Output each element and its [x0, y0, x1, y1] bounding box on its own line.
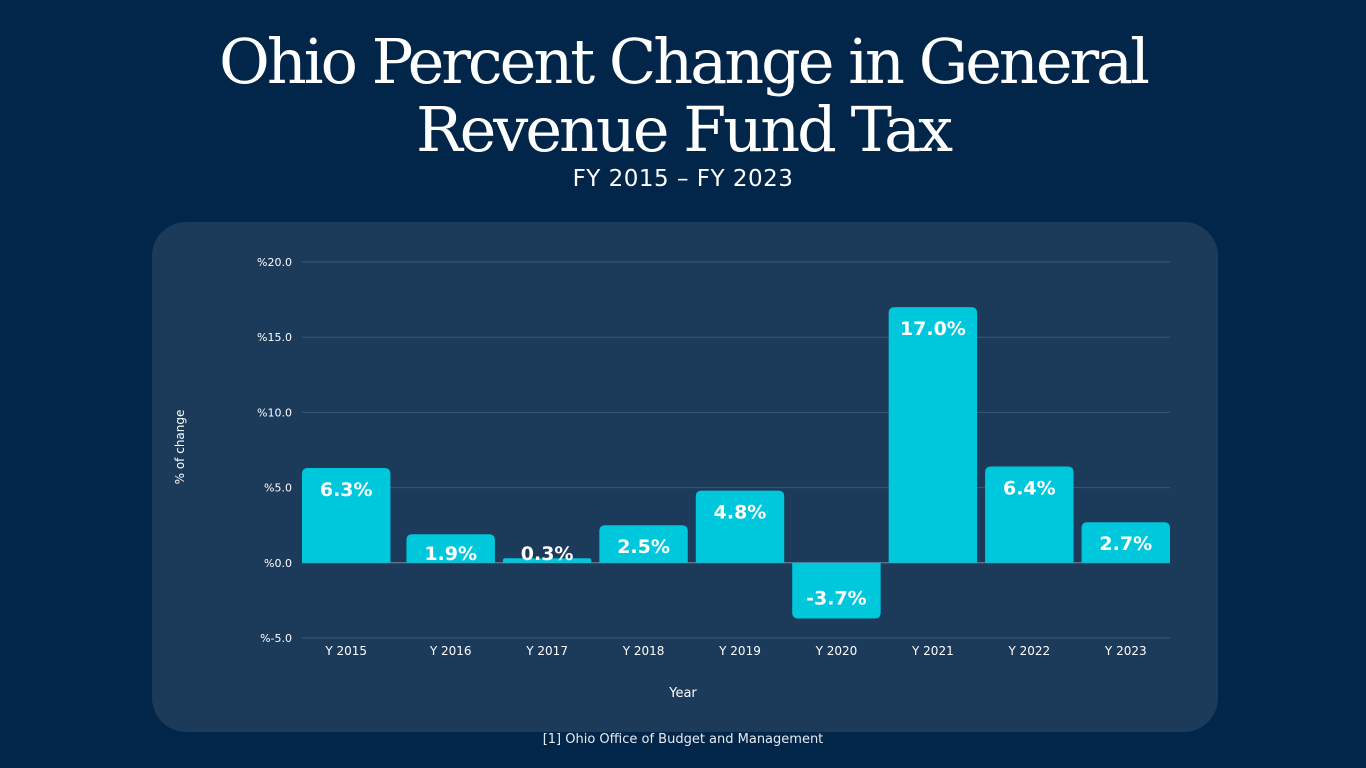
x-tick-label: Y 2020 [815, 644, 858, 658]
source-footnote: [1] Ohio Office of Budget and Management [542, 732, 824, 747]
x-tick-label: Y 2016 [429, 644, 472, 658]
data-labels: 6.3% 1.9% 0.3% 2.5% 4.8% -3.7% 17.0% 6.4% 2.7% [320, 318, 1152, 609]
data-label: 17.0% [900, 318, 966, 340]
x-axis-label: Year [668, 686, 697, 701]
y-tick-label: %-5.0 [260, 632, 292, 645]
chart-title: Ohio Percent Change in General Revenue F… [0, 28, 1366, 164]
data-label: 4.8% [714, 502, 767, 524]
bars [302, 307, 1170, 619]
chart-title-line-1: Ohio Percent Change in General [219, 25, 1150, 98]
x-axis-ticks: Y 2015 Y 2016 Y 2017 Y 2018 Y 2019 Y 2020 Y 20… [324, 644, 1146, 658]
bar-y-2023 [1081, 522, 1170, 563]
bar-y-2020 [792, 562, 881, 619]
y-tick-label: %15.0 [257, 331, 292, 344]
x-tick-label: Y 2015 [324, 644, 367, 658]
data-label: 1.9% [424, 543, 477, 565]
x-tick-label: Y 2018 [622, 644, 665, 658]
data-label: 2.7% [1099, 533, 1152, 555]
chart-title-line-2: Revenue Fund Tax [415, 93, 953, 166]
bar-y-2015 [302, 468, 391, 563]
x-tick-label: Y 2021 [911, 644, 954, 658]
bar-y-2022 [985, 466, 1074, 563]
y-axis-ticks: %-5.0 %0.0 %5.0 %10.0 %15.0 %20.0 [257, 256, 292, 645]
y-tick-label: %20.0 [257, 256, 292, 269]
bar-y-2021 [888, 307, 978, 563]
x-tick-label: Y 2022 [1007, 644, 1050, 658]
data-label: 6.3% [320, 479, 373, 501]
bar-y-2018 [599, 525, 688, 563]
data-label: 2.5% [617, 536, 670, 558]
x-tick-label: Y 2017 [525, 644, 568, 658]
bar-y-2016 [406, 534, 495, 563]
x-tick-label: Y 2023 [1104, 644, 1147, 658]
chart-subtitle: FY 2015 – FY 2023 [572, 166, 794, 192]
data-label: -3.7% [806, 587, 867, 609]
x-tick-label: Y 2019 [718, 644, 761, 658]
y-tick-label: %0.0 [264, 557, 292, 570]
bar-y-2019 [695, 490, 785, 563]
y-tick-label: %10.0 [257, 406, 292, 419]
data-label: 6.4% [1003, 478, 1056, 500]
data-label: 0.3% [521, 543, 574, 565]
bar-y-2017 [502, 558, 592, 563]
y-axis-label: % of change [173, 410, 187, 485]
y-tick-label: %5.0 [264, 482, 292, 495]
gridlines [302, 261, 1170, 639]
